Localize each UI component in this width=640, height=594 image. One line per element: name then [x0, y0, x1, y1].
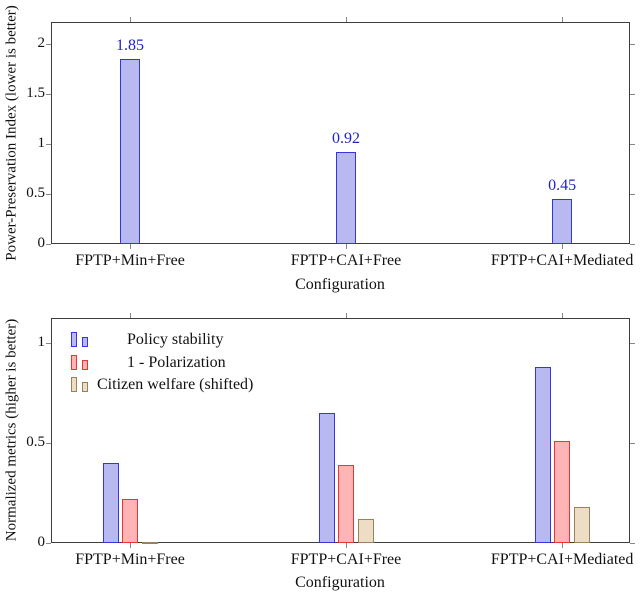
y-tick-mark-mirror — [630, 194, 635, 195]
category-label: FPTP+Min+Free — [75, 551, 185, 568]
bar-policy-stability — [534, 367, 551, 543]
y-tick-label: 0 — [37, 234, 46, 251]
x-tick-mark — [562, 244, 563, 249]
y-tick-mark — [46, 194, 51, 195]
y-tick-label: 1 — [37, 134, 46, 151]
y-tick-label: 0.5 — [26, 184, 45, 201]
legend-label: Policy stability — [127, 331, 224, 348]
y-tick-mark-mirror — [630, 94, 635, 95]
x-tick-mark — [562, 543, 563, 548]
legend-glyph-2 — [71, 376, 89, 392]
bar-1-polarization — [122, 499, 139, 543]
x-tick-mark — [130, 244, 131, 249]
bar-citizen-welfare-shifted — [141, 541, 158, 544]
top-x-axis-label: Configuration — [295, 276, 385, 293]
y-tick-mark — [46, 343, 51, 344]
y-tick-mark — [46, 94, 51, 95]
legend-bar-icon — [82, 382, 88, 392]
y-tick-mark-mirror — [630, 44, 635, 45]
x-tick-mark-mirror — [346, 17, 347, 22]
x-tick-mark — [346, 244, 347, 249]
y-tick-label: 0.5 — [26, 433, 45, 450]
bar-1-polarization — [554, 441, 571, 543]
y-tick-mark — [46, 244, 51, 245]
x-tick-mark — [130, 543, 131, 548]
bottom-y-axis-label: Normalized metrics (higher is better) — [3, 318, 20, 542]
y-tick-label: 2 — [37, 34, 46, 51]
legend-bar-icon — [71, 332, 77, 347]
bar-value-label: 0.45 — [548, 177, 577, 194]
bar-policy-stability — [102, 463, 119, 543]
legend-glyph-0 — [71, 331, 89, 347]
legend-bar-icon — [71, 354, 77, 370]
y-tick-mark-mirror — [630, 443, 635, 444]
category-label: FPTP+CAI+Free — [290, 551, 402, 568]
legend-bar-icon — [82, 337, 88, 347]
bar-1-polarization — [338, 465, 354, 543]
category-label: FPTP+CAI+Free — [290, 252, 402, 269]
legend-label: 1 - Polarization — [127, 353, 226, 371]
y-tick-mark-mirror — [630, 343, 635, 344]
y-tick-mark — [46, 543, 51, 544]
bottom-x-axis-label: Configuration — [295, 574, 385, 591]
bar-value-label: 1.85 — [116, 37, 145, 54]
bar-power-preservation-index — [552, 199, 573, 244]
y-tick-label: 0 — [37, 533, 46, 550]
x-tick-mark-mirror — [130, 313, 131, 318]
bar-policy-stability — [318, 413, 335, 543]
legend-bar-icon — [71, 377, 77, 392]
x-tick-mark — [346, 543, 347, 548]
legend-glyph-1 — [71, 354, 89, 370]
x-tick-mark-mirror — [562, 17, 563, 22]
y-tick-label: 1 — [37, 333, 46, 350]
y-tick-mark — [46, 144, 51, 145]
y-tick-label: 1.5 — [26, 84, 45, 101]
bar-citizen-welfare-shifted — [573, 507, 590, 543]
y-tick-mark-mirror — [630, 543, 635, 544]
y-tick-mark-mirror — [630, 244, 635, 245]
top-y-axis-label: Power-Preservation Index (lower is bette… — [3, 5, 20, 261]
y-tick-mark — [46, 44, 51, 45]
category-label: FPTP+Min+Free — [75, 252, 185, 269]
x-tick-mark-mirror — [346, 313, 347, 318]
bar-power-preservation-index — [336, 152, 356, 244]
category-label: FPTP+CAI+Mediated — [490, 252, 634, 269]
bar-value-label: 0.92 — [332, 130, 360, 147]
y-tick-mark — [46, 443, 51, 444]
x-tick-mark-mirror — [562, 313, 563, 318]
legend-bar-icon — [82, 359, 88, 370]
category-label: FPTP+CAI+Mediated — [490, 551, 634, 568]
bar-power-preservation-index — [120, 59, 141, 244]
bar-citizen-welfare-shifted — [357, 519, 374, 543]
x-tick-mark-mirror — [130, 17, 131, 22]
legend-label: Citizen welfare (shifted) — [97, 376, 254, 393]
y-tick-mark-mirror — [630, 144, 635, 145]
